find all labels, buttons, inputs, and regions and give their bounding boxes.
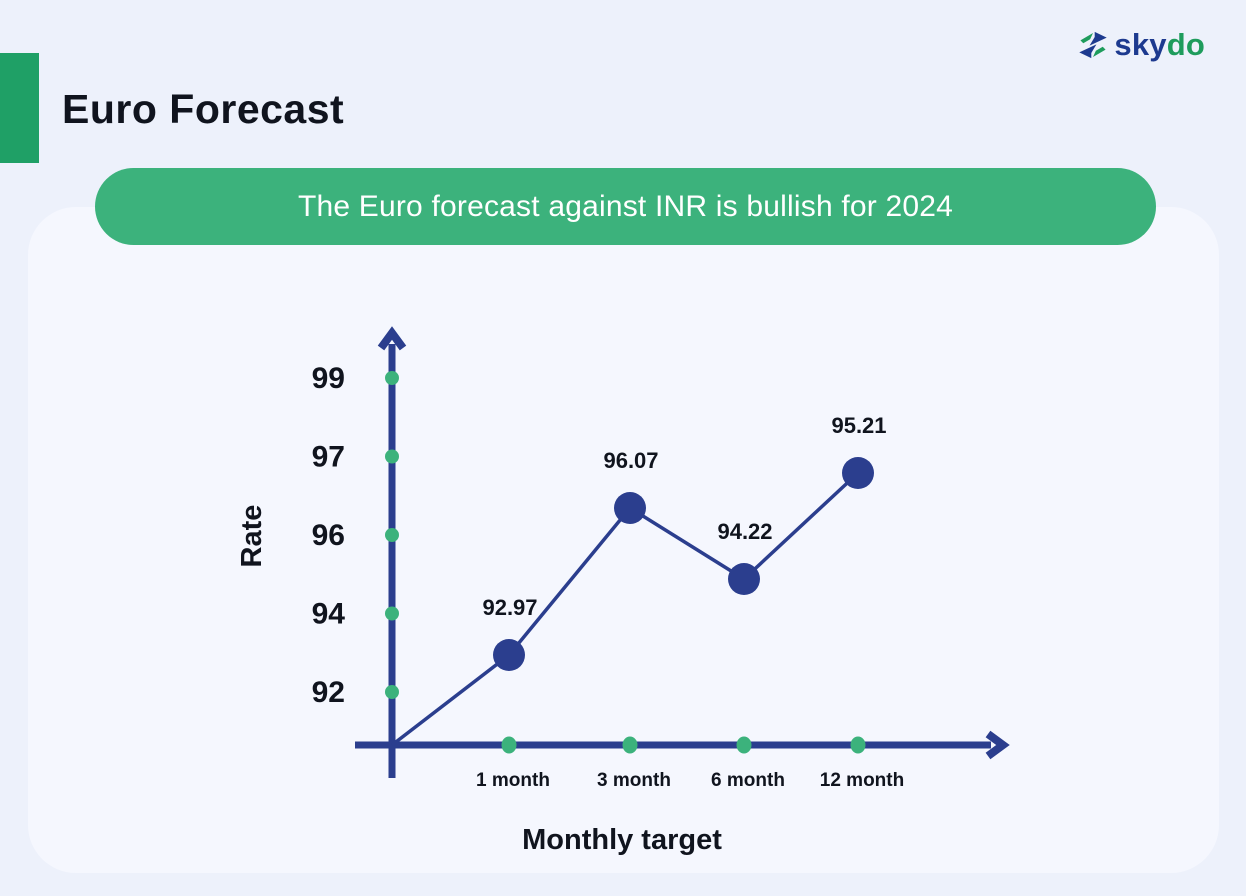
x-tick-dot — [622, 736, 638, 754]
skydo-logo-text: sky do — [1114, 27, 1205, 63]
data-point — [728, 563, 760, 595]
x-tick-dot — [501, 736, 517, 754]
y-tick-dot — [385, 606, 399, 621]
data-point-label: 95.21 — [831, 413, 886, 438]
data-point-label: 96.07 — [603, 448, 658, 473]
y-tick-label: 99 — [312, 362, 345, 395]
skydo-logo: sky do — [1077, 27, 1205, 63]
x-tick-dot — [736, 736, 752, 754]
x-tick-label: 1 month — [476, 770, 550, 791]
y-tick-label: 94 — [312, 598, 346, 631]
y-tick-label: 97 — [312, 441, 345, 474]
page-title: Euro Forecast — [62, 86, 345, 132]
x-axis-arrow-icon — [985, 730, 1010, 760]
accent-bar — [0, 53, 39, 163]
data-point-label: 92.97 — [482, 595, 537, 620]
data-point — [614, 492, 646, 524]
y-tick-dot — [385, 685, 399, 699]
y-tick-dot — [385, 528, 399, 542]
skydo-logo-icon — [1077, 29, 1109, 61]
logo-text-do: do — [1166, 27, 1205, 62]
x-tick-label: 3 month — [597, 770, 671, 791]
y-tick-dot — [385, 449, 399, 464]
data-point-label: 94.22 — [717, 519, 772, 544]
x-axis-title: Monthly target — [522, 824, 722, 856]
data-point — [493, 639, 525, 671]
x-tick-dot — [850, 736, 866, 754]
x-tick-label: 6 month — [711, 770, 785, 791]
y-axis-title: Rate — [236, 505, 268, 568]
y-tick-label: 96 — [312, 519, 345, 552]
headline-banner: The Euro forecast against INR is bullish… — [95, 168, 1156, 245]
logo-text-sky: sky — [1114, 27, 1167, 62]
x-tick-label: 12 month — [820, 770, 904, 791]
headline-banner-text: The Euro forecast against INR is bullish… — [297, 189, 954, 223]
y-axis-arrow-icon — [377, 326, 407, 351]
data-point — [842, 457, 874, 489]
chart-card — [28, 207, 1219, 873]
y-tick-dot — [385, 371, 399, 385]
y-tick-label: 92 — [312, 676, 345, 709]
